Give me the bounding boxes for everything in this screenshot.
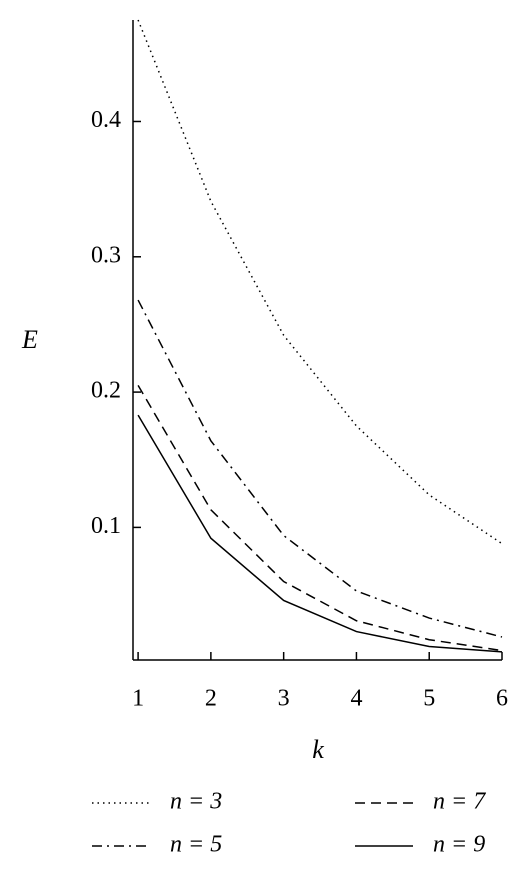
x-tick-label: 6 [496, 686, 508, 712]
x-tick-label: 3 [278, 686, 290, 712]
legend-label: n = 5 [170, 832, 222, 858]
y-tick-label: 0.4 [91, 107, 121, 133]
legend-label: n = 3 [170, 789, 222, 815]
x-axis-label: k [312, 735, 324, 764]
y-tick-label: 0.3 [91, 242, 121, 268]
y-tick-label: 0.1 [91, 513, 121, 539]
legend-label: n = 7 [433, 789, 486, 815]
x-tick-label: 5 [423, 686, 435, 712]
y-tick-label: 0.2 [91, 378, 121, 404]
x-tick-label: 2 [205, 686, 217, 712]
x-tick-label: 4 [350, 686, 362, 712]
series-line [137, 384, 503, 652]
x-tick-label: 1 [132, 686, 144, 712]
series-line [137, 19, 503, 545]
legend-label: n = 9 [433, 832, 485, 858]
y-axis-label: E [21, 325, 38, 354]
series-line [137, 414, 503, 653]
series-line [137, 299, 503, 638]
